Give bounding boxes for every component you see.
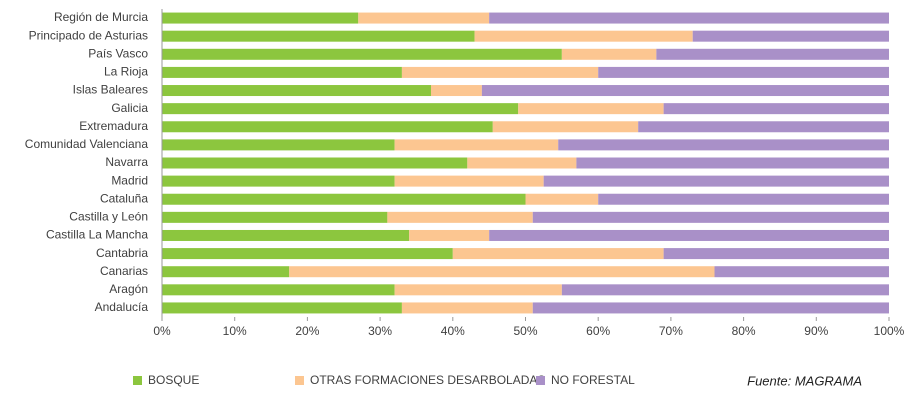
bar-segment (489, 12, 889, 24)
y-tick-label: Andalucía (95, 300, 149, 314)
x-tick-label: 60% (586, 324, 610, 338)
bar-segment (467, 157, 577, 169)
bar-segment (598, 193, 889, 205)
y-tick-label: Castilla y León (69, 210, 148, 224)
bar-segment (162, 211, 388, 223)
y-tick-label: Navarra (105, 155, 148, 169)
y-tick-label: Comunidad Valenciana (25, 137, 149, 151)
bar-segment (162, 30, 475, 42)
y-tick-label: Madrid (111, 173, 148, 187)
bar-segment (452, 248, 664, 260)
bar-segment (525, 193, 599, 205)
bar-segment (394, 175, 544, 187)
bar-segment (162, 266, 290, 278)
bar-segment (663, 248, 889, 260)
x-tick-label: 0% (153, 324, 171, 338)
bar-segment (543, 175, 889, 187)
bar-segment (656, 48, 889, 60)
y-tick-label: Canarias (100, 264, 148, 278)
bar-segment (558, 139, 889, 151)
bar-segment (692, 30, 889, 42)
bar-segment (638, 121, 889, 133)
legend-swatch (295, 376, 304, 385)
x-tick-label: 40% (441, 324, 465, 338)
bar-segment (401, 66, 599, 78)
bar-segment (409, 229, 490, 241)
bar-segment (162, 139, 395, 151)
bar-segment (162, 103, 519, 115)
legend-label: NO FORESTAL (551, 373, 635, 387)
x-tick-label: 10% (223, 324, 247, 338)
x-tick-label: 20% (295, 324, 319, 338)
y-tick-label: La Rioja (104, 65, 148, 79)
bar-segment (401, 302, 533, 314)
bar-segment (162, 48, 562, 60)
bar-segment (162, 175, 395, 187)
x-tick-label: 30% (368, 324, 392, 338)
bar-segment (162, 12, 359, 24)
annotation: Fuente: MAGRAMA (747, 373, 862, 388)
bar-segment (162, 248, 453, 260)
y-tick-label: Principado de Asturias (29, 28, 148, 42)
bar-segment (162, 302, 402, 314)
y-tick-label: Galicia (111, 101, 148, 115)
x-tick-label: 70% (659, 324, 683, 338)
bar-segment (561, 284, 889, 296)
bar-segment (532, 302, 889, 314)
y-tick-label: Castilla La Mancha (46, 228, 148, 242)
bar-segment (598, 66, 889, 78)
x-tick-label: 80% (732, 324, 756, 338)
bar-segment (492, 121, 639, 133)
y-tick-label: Región de Murcia (54, 10, 148, 24)
y-tick-label: Islas Baleares (73, 83, 148, 97)
bar-segment (532, 211, 889, 223)
legend-label: OTRAS FORMACIONES DESARBOLADAS (310, 373, 545, 387)
bar-segment (358, 12, 490, 24)
bar-segment (162, 85, 431, 97)
bar-segment (289, 266, 715, 278)
bar-segment (576, 157, 889, 169)
bar-segment (430, 85, 482, 97)
legend-label: BOSQUE (148, 373, 199, 387)
bar-segment (162, 229, 410, 241)
bar-segment (474, 30, 693, 42)
x-tick-label: 50% (513, 324, 537, 338)
bar-segment (481, 85, 889, 97)
y-tick-label: País Vasco (88, 46, 148, 60)
bar-segment (387, 211, 533, 223)
bar-segment (162, 157, 468, 169)
bar-segment (162, 121, 493, 133)
y-tick-label: Extremadura (79, 119, 148, 133)
y-tick-label: Aragón (109, 282, 148, 296)
bar-segment (162, 284, 395, 296)
y-tick-label: Cataluña (100, 191, 148, 205)
bar-segment (561, 48, 657, 60)
bar-segment (162, 66, 402, 78)
bar-segment (162, 193, 526, 205)
x-tick-label: 100% (874, 324, 905, 338)
bar-segment (663, 103, 889, 115)
legend-swatch (536, 376, 545, 385)
bar-segment (489, 229, 889, 241)
bar-segment (518, 103, 664, 115)
y-tick-label: Cantabria (96, 246, 148, 260)
legend-swatch (133, 376, 142, 385)
x-tick-label: 90% (804, 324, 828, 338)
bar-segment (394, 139, 559, 151)
bar-segment (394, 284, 562, 296)
bar-segment (714, 266, 889, 278)
